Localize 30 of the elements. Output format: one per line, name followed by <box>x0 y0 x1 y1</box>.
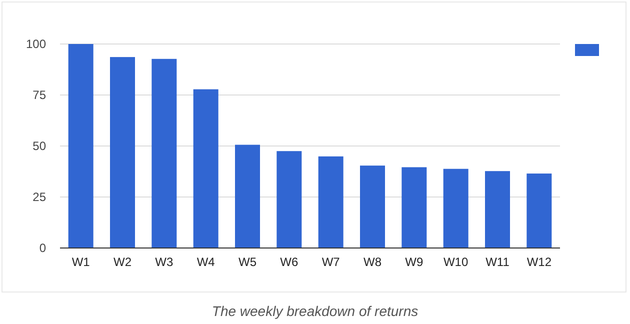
y-tick-label: 75 <box>32 88 46 102</box>
x-tick-label: W1 <box>72 255 90 269</box>
x-tick-label: W10 <box>443 255 468 269</box>
x-tick-label: W8 <box>364 255 382 269</box>
x-tick-label: W2 <box>114 255 132 269</box>
bar <box>152 58 177 248</box>
bar <box>235 144 260 248</box>
x-tick-label: W4 <box>196 255 216 269</box>
bar <box>485 171 510 248</box>
bar <box>110 57 135 248</box>
x-tick-label: W5 <box>238 255 257 269</box>
x-tick-label: W12 <box>526 255 552 269</box>
x-tick-label: W3 <box>155 255 174 269</box>
bar <box>276 151 302 248</box>
y-tick-label: 0 <box>39 241 46 256</box>
bar <box>318 156 344 248</box>
y-tick-label: 100 <box>26 37 46 52</box>
y-tick-label: 25 <box>32 190 46 204</box>
bar <box>443 168 468 248</box>
x-tick-label: W7 <box>322 255 340 269</box>
y-tick-label: 50 <box>32 139 46 154</box>
bar <box>193 89 218 248</box>
text: The weekly breakdown of returns <box>212 303 418 319</box>
bar <box>68 44 94 248</box>
x-tick-label: W11 <box>486 255 510 269</box>
x-tick-label: W9 <box>405 255 424 269</box>
bar <box>402 167 427 248</box>
x-tick-label: W6 <box>280 255 298 269</box>
bar <box>360 166 385 248</box>
bar <box>526 174 552 248</box>
